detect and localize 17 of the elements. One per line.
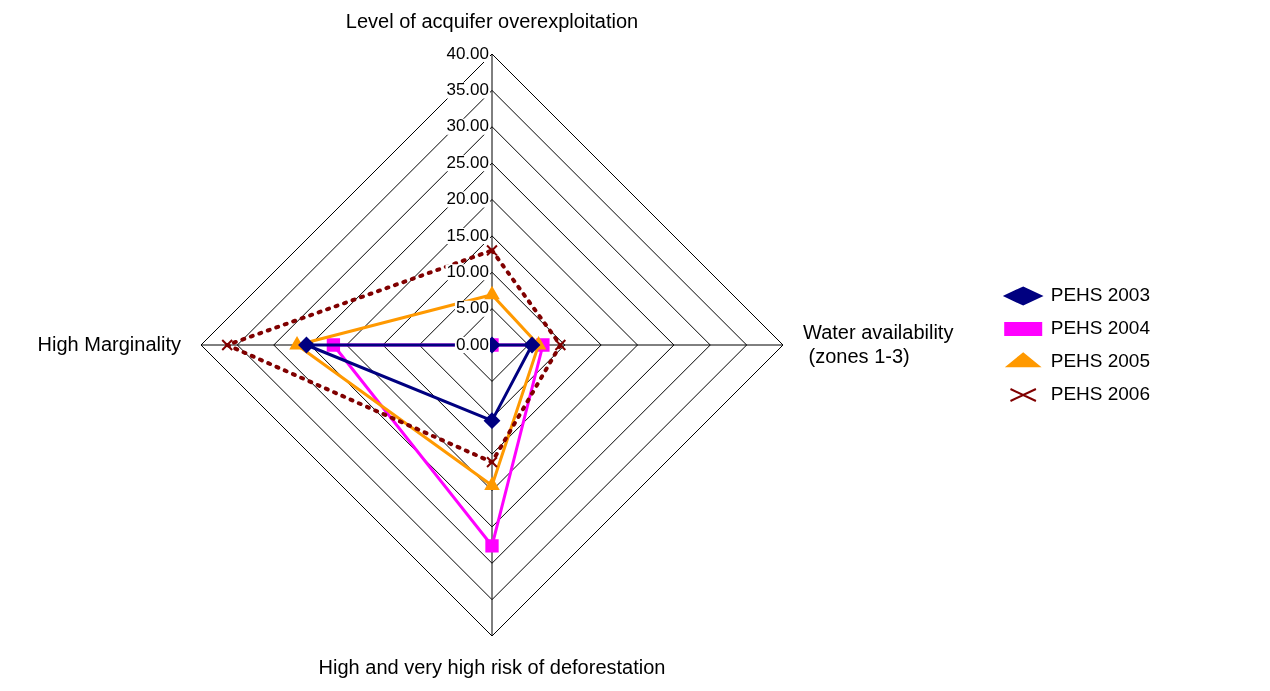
y-tick-label: 5.00 [455, 298, 489, 318]
legend-label: PEHS 2004 [1050, 317, 1151, 339]
y-tick-label: 10.00 [446, 261, 489, 281]
legend-label: PEHS 2003 [1050, 284, 1151, 306]
y-tick-label: 25.00 [446, 152, 489, 172]
y-tick-label: 35.00 [446, 80, 489, 100]
legend-label: PEHS 2006 [1050, 383, 1151, 405]
y-tick-label: 15.00 [446, 225, 489, 245]
y-tick-label: 40.00 [446, 43, 489, 63]
y-tick-label: 20.00 [446, 189, 489, 209]
spoke-label: High Marginality [37, 332, 181, 355]
legend-label: PEHS 2005 [1050, 350, 1151, 372]
spoke-label: Water availability (zones 1-3) [803, 320, 954, 367]
y-tick-label: 30.00 [446, 116, 489, 136]
spoke-label: Level of acquifer overexploitation [345, 9, 639, 32]
spoke-label: High and very high risk of deforestation [318, 655, 666, 678]
y-tick-label: 0.00 [455, 334, 489, 354]
